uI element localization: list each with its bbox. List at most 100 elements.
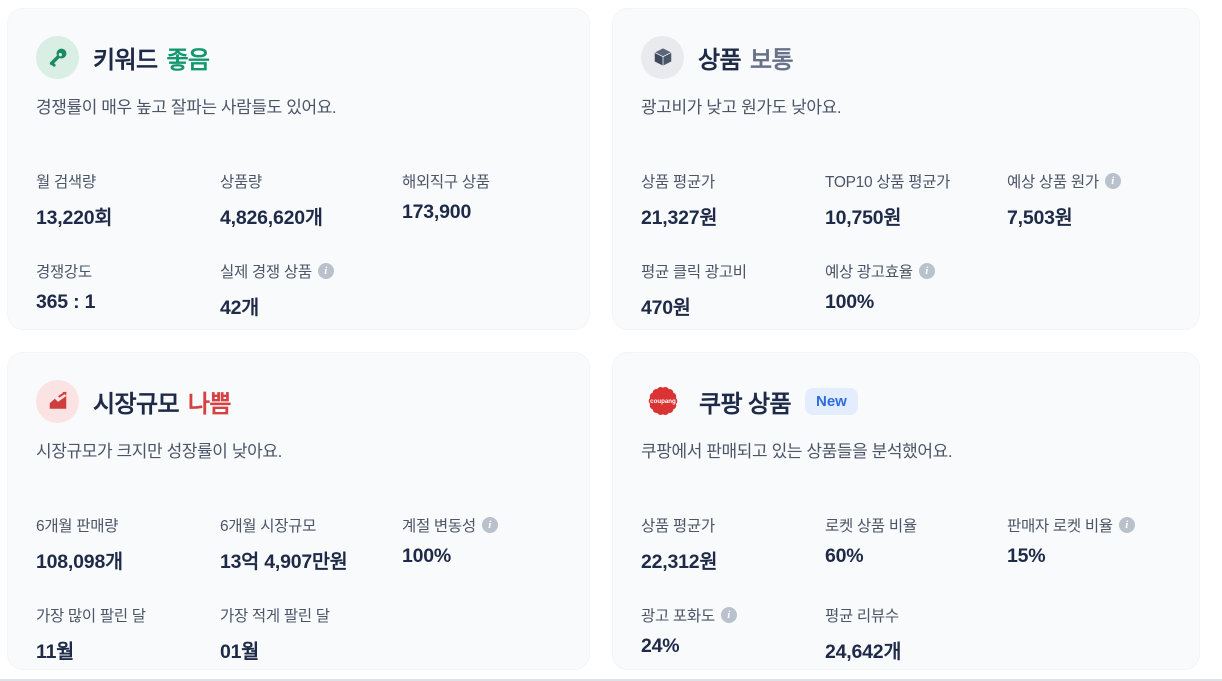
card-subtitle: 광고비가 낮고 원가도 낮아요. [641, 98, 842, 117]
stat-label: 로켓 상품 비율 [825, 518, 917, 535]
stat-label: 월 검색량 [36, 174, 96, 191]
stat-value: 11월 [36, 641, 74, 663]
stat-6month-market-size: 6개월 시장규모 13억 4,907만원 [220, 514, 402, 574]
analysis-cards-grid: 키워드 좋음 경쟁률이 매우 높고 잘파는 사람들도 있어요. 월 검색량 13… [7, 8, 1200, 670]
stat-value: 13억 4,907만원 [220, 551, 348, 573]
stat-label: 예상 상품 원가 [1007, 174, 1099, 191]
stat-value: 24,642개 [825, 641, 902, 663]
card-title: 시장규모 나쁨 [93, 384, 231, 419]
stat-value: 24% [641, 635, 680, 657]
stat-value: 7,503원 [1007, 207, 1073, 229]
bottom-divider [0, 679, 1222, 681]
stat-label: TOP10 상품 평균가 [825, 174, 951, 191]
stat-avg-click-ad-cost: 평균 클릭 광고비 470원 [641, 260, 825, 320]
stat-avg-product-price: 상품 평균가 21,327원 [641, 170, 825, 230]
stat-label: 6개월 시장규모 [220, 518, 317, 535]
stat-label: 실제 경쟁 상품 [220, 264, 312, 281]
stat-label: 6개월 판매량 [36, 518, 119, 535]
status-badge-bad: 나쁨 [187, 390, 232, 418]
stat-label: 예상 광고효율 [825, 264, 913, 281]
package-icon [641, 35, 684, 79]
stat-value: 01월 [220, 641, 260, 663]
stat-label: 판매자 로켓 비율 [1007, 518, 1113, 535]
stat-ad-saturation: 광고 포화도 i 24% [641, 604, 825, 664]
stat-label: 평균 클릭 광고비 [641, 264, 747, 281]
stat-value: 21,327원 [641, 207, 718, 229]
stat-overseas-products: 해외직구 상품 173,900 [402, 170, 561, 230]
stat-value: 42개 [220, 297, 260, 319]
info-icon[interactable]: i [918, 263, 935, 279]
info-icon[interactable]: i [720, 607, 737, 623]
stat-top10-avg-price: TOP10 상품 평균가 10,750원 [825, 170, 1007, 230]
coupang-logo-text: coupang [650, 398, 676, 405]
card-title-text: 상품 [698, 46, 742, 74]
card-title-text: 쿠팡 상품 [699, 390, 792, 418]
stat-avg-product-price: 상품 평균가 22,312원 [641, 514, 825, 574]
stats-grid: 상품 평균가 21,327원 TOP10 상품 평균가 10,750원 예상 상… [641, 170, 1171, 320]
card-title: 쿠팡 상품 New [699, 384, 858, 419]
card-title-text: 시장규모 [93, 390, 180, 418]
stat-label: 가장 많이 팔린 달 [36, 608, 146, 625]
card-market-size-header: 시장규모 나쁨 [36, 379, 561, 423]
card-market-size: 시장규모 나쁨 시장규모가 크지만 성장률이 낮아요. 6개월 판매량 108,… [7, 352, 590, 670]
card-title: 키워드 좋음 [93, 40, 210, 75]
stats-grid: 상품 평균가 22,312원 로켓 상품 비율 60% 판매자 로켓 비율 i … [641, 514, 1171, 664]
card-title-text: 키워드 [93, 46, 158, 74]
card-keyword: 키워드 좋음 경쟁률이 매우 높고 잘파는 사람들도 있어요. 월 검색량 13… [7, 8, 590, 330]
stats-grid: 6개월 판매량 108,098개 6개월 시장규모 13억 4,907만원 계절… [36, 514, 561, 664]
stat-label: 해외직구 상품 [402, 174, 490, 191]
info-icon[interactable]: i [1118, 517, 1135, 533]
trending-up-icon [36, 379, 79, 423]
stat-value: 470원 [641, 297, 691, 319]
stat-best-selling-month: 가장 많이 팔린 달 11월 [36, 604, 220, 664]
stat-label: 계절 변동성 [402, 518, 476, 535]
info-icon[interactable]: i [481, 517, 498, 533]
stat-rocket-product-ratio: 로켓 상품 비율 60% [825, 514, 1007, 574]
new-badge: New [805, 387, 858, 415]
stat-value: 13,220회 [36, 207, 113, 229]
stat-label: 상품량 [220, 174, 262, 191]
info-icon[interactable]: i [317, 263, 334, 279]
stat-value: 15% [1007, 545, 1046, 567]
stat-estimated-ad-efficiency: 예상 광고효율 i 100% [825, 260, 1007, 320]
stat-value: 100% [825, 291, 875, 313]
stat-actual-competing-products: 실제 경쟁 상품 i 42개 [220, 260, 402, 320]
stat-value: 365 : 1 [36, 291, 96, 313]
stat-competition-ratio: 경쟁강도 365 : 1 [36, 260, 220, 320]
stats-grid: 월 검색량 13,220회 상품량 4,826,620개 해외직구 상품 173… [36, 170, 561, 320]
card-product-header: 상품 보통 [641, 35, 1171, 79]
stat-value: 22,312원 [641, 551, 718, 573]
stat-value: 60% [825, 545, 864, 567]
stat-6month-sales-volume: 6개월 판매량 108,098개 [36, 514, 220, 574]
stat-value: 108,098개 [36, 551, 123, 573]
card-subtitle: 쿠팡에서 판매되고 있는 상품들을 분석했어요. [641, 442, 953, 461]
card-coupang-header: coupang 쿠팡 상품 New [641, 379, 1171, 423]
coupang-logo-icon: coupang [641, 379, 685, 423]
stat-label: 평균 리뷰수 [825, 608, 899, 625]
stat-value: 173,900 [402, 201, 472, 223]
card-keyword-header: 키워드 좋음 [36, 35, 561, 79]
card-title: 상품 보통 [698, 40, 794, 75]
info-icon[interactable]: i [1104, 173, 1121, 189]
stat-monthly-search-volume: 월 검색량 13,220회 [36, 170, 220, 230]
stat-label: 광고 포화도 [641, 608, 715, 625]
card-subtitle: 경쟁률이 매우 높고 잘파는 사람들도 있어요. [36, 98, 337, 117]
stat-label: 경쟁강도 [36, 264, 92, 281]
stat-worst-selling-month: 가장 적게 팔린 달 01월 [220, 604, 402, 664]
key-icon [36, 35, 79, 79]
card-product: 상품 보통 광고비가 낮고 원가도 낮아요. 상품 평균가 21,327원 TO… [612, 8, 1200, 330]
stat-seller-rocket-ratio: 판매자 로켓 비율 i 15% [1007, 514, 1171, 574]
stat-label: 상품 평균가 [641, 174, 715, 191]
stat-product-count: 상품량 4,826,620개 [220, 170, 402, 230]
stat-value: 10,750원 [825, 207, 902, 229]
stat-value: 100% [402, 545, 452, 567]
stat-label: 상품 평균가 [641, 518, 715, 535]
stat-avg-review-count: 평균 리뷰수 24,642개 [825, 604, 1007, 664]
status-badge-good: 좋음 [166, 46, 210, 74]
status-badge-neutral: 보통 [749, 46, 794, 74]
card-coupang: coupang 쿠팡 상품 New 쿠팡에서 판매되고 있는 상품들을 분석했어… [612, 352, 1200, 670]
stat-estimated-cost: 예상 상품 원가 i 7,503원 [1007, 170, 1171, 230]
stat-label: 가장 적게 팔린 달 [220, 608, 330, 625]
stat-value: 4,826,620개 [220, 207, 323, 229]
card-subtitle: 시장규모가 크지만 성장률이 낮아요. [36, 442, 282, 461]
